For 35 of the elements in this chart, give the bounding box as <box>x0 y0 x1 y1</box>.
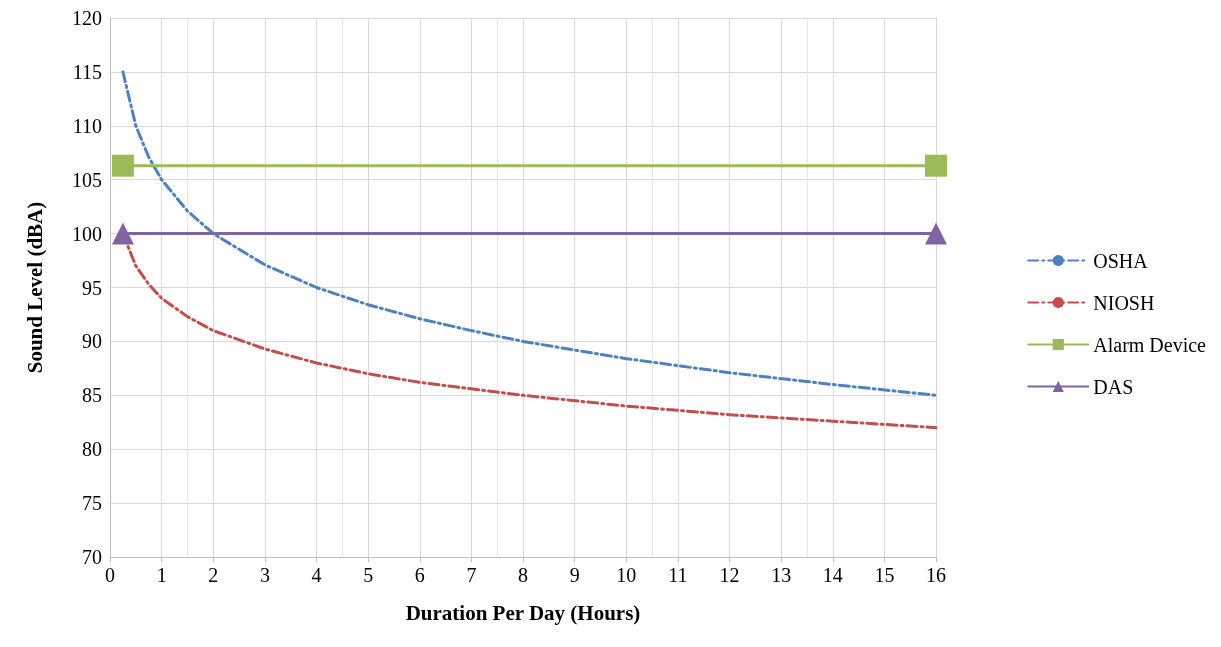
x-tick-label: 7 <box>466 564 477 586</box>
x-tick-label: 9 <box>569 564 580 586</box>
x-tick-label: 2 <box>208 564 219 586</box>
x-tick-label: 4 <box>311 564 322 586</box>
y-tick-label: 85 <box>82 384 102 407</box>
y-tick-label: 75 <box>82 492 102 515</box>
x-axis-title: Duration Per Day (Hours) <box>405 600 641 625</box>
y-tick-label: 80 <box>82 438 102 461</box>
y-axis-title: Sound Level (dBA) <box>22 201 47 374</box>
legend-label: DAS <box>1093 375 1134 398</box>
y-tick-label: 105 <box>72 168 102 191</box>
y-tick-label: 115 <box>72 60 102 83</box>
x-tick-label: 13 <box>771 564 792 586</box>
y-tick-label: 70 <box>82 546 102 568</box>
legend-label: Alarm Device <box>1093 333 1207 356</box>
y-tick-label: 120 <box>72 7 102 29</box>
x-tick-label: 16 <box>926 564 946 586</box>
legend-label: NIOSH <box>1093 291 1155 314</box>
x-tick-label: 1 <box>156 564 167 586</box>
x-tick-label: 14 <box>822 564 843 586</box>
x-tick-label: 10 <box>616 564 637 586</box>
x-tick-label: 8 <box>518 564 528 586</box>
y-tick-label: 90 <box>82 330 102 353</box>
x-tick-label: 6 <box>414 564 425 586</box>
x-tick-label: 0 <box>105 564 115 586</box>
y-tick-label: 110 <box>72 114 102 137</box>
x-tick-label: 15 <box>874 564 895 586</box>
legend-label: OSHA <box>1093 249 1149 272</box>
x-tick-label: 11 <box>668 564 688 586</box>
y-tick-label: 95 <box>82 276 102 299</box>
y-tick-label: 100 <box>72 222 102 245</box>
x-tick-label: 3 <box>259 564 270 586</box>
x-tick-label: 12 <box>719 564 740 586</box>
line-series <box>121 70 938 397</box>
x-tick-label: 5 <box>363 564 374 586</box>
